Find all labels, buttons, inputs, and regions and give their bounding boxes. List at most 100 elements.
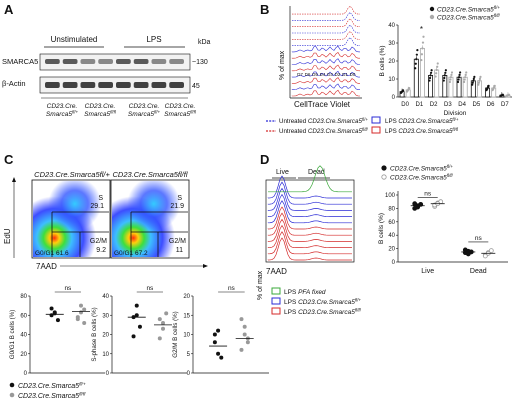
viability-curve [267, 175, 352, 199]
viability-curve [267, 193, 352, 217]
data-point [434, 75, 437, 78]
division-curve [292, 37, 361, 46]
data-point [421, 47, 424, 50]
flow-title-flfl: CD23.Cre.Smarca5fl/fl [112, 170, 187, 179]
y-tick-label: 20 [20, 352, 27, 358]
data-point [450, 73, 453, 76]
legend-swatch [371, 126, 381, 134]
data-point [212, 340, 217, 345]
gate-g01-flfl: G0/G1 67.2 [114, 250, 148, 257]
data-point [428, 76, 432, 80]
y-tick-label: 80 [20, 294, 27, 300]
data-point [242, 332, 247, 337]
data-point [242, 324, 247, 329]
actin-band [80, 82, 96, 88]
division-histograms [291, 5, 361, 97]
significance-ns: ns [146, 285, 154, 292]
panel-a: A Unstimulated LPS kDa SMARCA5 β-Actin ~… [2, 2, 211, 118]
legend-label: Untreated CD23.Cre.Smarca5fl/fl [279, 127, 369, 135]
y-tick-label: 80 [388, 206, 395, 212]
data-point [507, 93, 511, 96]
data-point [482, 253, 488, 259]
flow-plot-het [31, 179, 111, 259]
data-point [82, 320, 87, 325]
y-tick-label: 0 [392, 95, 396, 101]
data-point [464, 76, 467, 79]
smarca5-band [98, 59, 113, 64]
data-point [414, 62, 417, 65]
y-tick-label: 10 [388, 77, 395, 83]
flow-x-label: 7AAD [36, 262, 57, 271]
legend-label: CD23.Cre.Smarca5fl/fl [437, 13, 501, 21]
smarca5-band [169, 59, 184, 64]
viability-histograms [267, 165, 352, 261]
division-curve [291, 51, 361, 59]
panel-a-letter: A [4, 2, 14, 17]
division-curve [291, 64, 361, 72]
data-point [479, 75, 482, 79]
division-curve [292, 11, 361, 21]
viability-curve [267, 200, 352, 224]
hist-d-y-label: % of max [257, 270, 264, 300]
gate-g2-value-het: 9.2 [96, 247, 106, 254]
legend-label: CD23.Cre.Smarca5fl/fl [390, 173, 454, 181]
cell-cycle-dot-plots: 0 20 40 60 80 G0/G1 B cells (%) ns 0 10 20 30 40 S-p… [9, 285, 269, 377]
data-point [212, 332, 217, 337]
data-point [134, 303, 139, 308]
smarca5-band [80, 59, 96, 64]
flow-x-arrowhead [203, 264, 208, 268]
significance-star: * [420, 25, 423, 34]
gate-s-value-het: 29.1 [90, 203, 104, 210]
data-point [435, 68, 438, 72]
y-tick-label: 30 [388, 41, 395, 47]
data-point [137, 324, 142, 329]
data-point [463, 80, 466, 84]
viability-curve [267, 187, 352, 211]
cell-cycle-legend: CD23.Cre.Smarca5fl/+ CD23.Cre.Smarca5fl/f… [9, 382, 86, 400]
category-label: D2 [430, 102, 438, 108]
panel-c: C CD23.Cre.Smarca5fl/+ CD23.Cre.Smarca5f… [3, 152, 269, 400]
division-labels: D7 D6 D5 D4 D3 D2 D1 D0 [297, 72, 356, 77]
actin-band [169, 82, 184, 88]
y-tick-label: 20 [102, 333, 109, 339]
division-curve [291, 77, 361, 84]
actin-band [133, 82, 149, 88]
smarca5-band [116, 59, 131, 64]
actin-band [62, 82, 78, 88]
flow-title-het: CD23.Cre.Smarca5fl/+ [34, 170, 110, 179]
data-point [436, 65, 439, 68]
actin-band [116, 82, 131, 88]
protein-actin: β-Actin [2, 79, 26, 88]
data-point [161, 326, 165, 331]
data-point [457, 76, 461, 79]
gate-g2-label-het: G2/M [90, 238, 107, 245]
division-curve [291, 89, 361, 97]
data-point [442, 79, 445, 82]
category-label: D7 [501, 102, 509, 108]
data-point [134, 313, 139, 318]
data-point [412, 201, 418, 207]
y-tick-label: 20 [183, 294, 190, 300]
data-point [415, 58, 418, 61]
blot-smarca5 [39, 53, 191, 71]
data-point [464, 73, 467, 76]
data-point [471, 81, 474, 84]
marker-45: 45 [192, 83, 200, 90]
smarca5-band [45, 59, 60, 64]
data-point [79, 303, 83, 308]
data-point [420, 53, 424, 56]
data-point [435, 72, 438, 75]
legend-label: CD23.Cre.Smarca5fl/+ [437, 5, 500, 13]
data-point [443, 74, 446, 77]
data-point [448, 80, 451, 84]
division-curve [291, 70, 361, 78]
data-point [428, 79, 431, 82]
hist-d-frame [265, 179, 355, 263]
y-tick-label: 100 [385, 193, 396, 199]
y-tick-label: 10 [183, 333, 190, 339]
significance-ns: ns [424, 191, 432, 198]
y-tick-label: 5 [187, 352, 191, 358]
viability-legend: LPS PFA fixed LPS CD23.Cre.Smarca5fl/+ LPS… [271, 287, 362, 316]
data-point [157, 317, 162, 322]
